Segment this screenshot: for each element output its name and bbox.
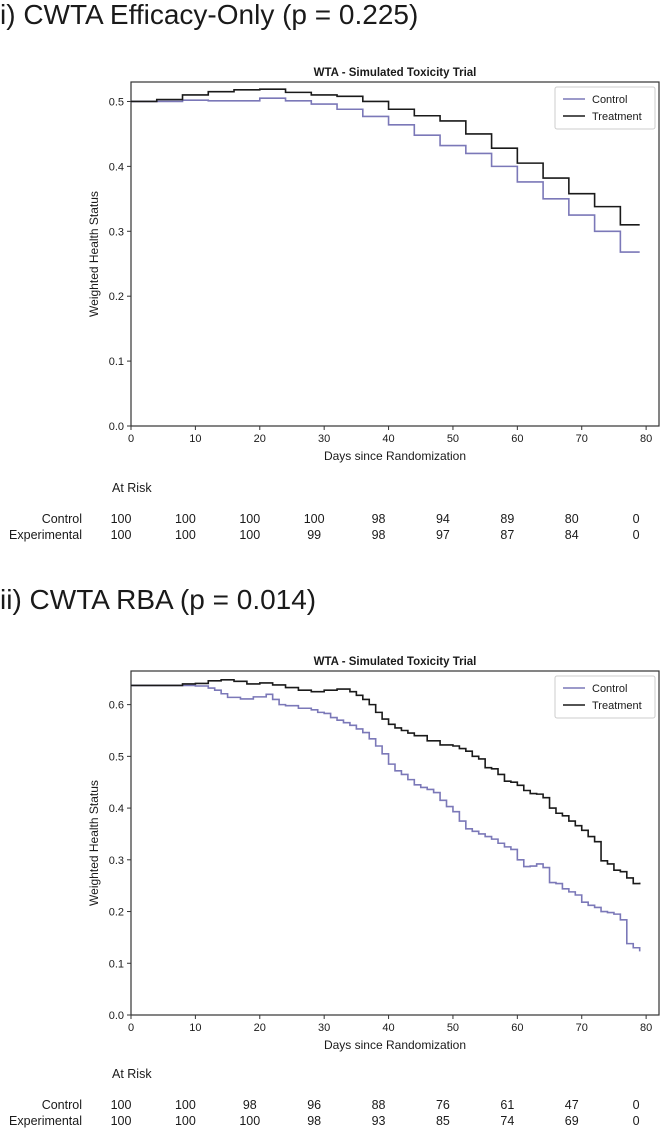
at-risk-value: 100 [174, 512, 196, 526]
chart-1-ytick-label: 0.0 [109, 421, 124, 433]
chart-1-title: WTA - Simulated Toxicity Trial [314, 67, 477, 79]
at-risk-value: 96 [307, 1098, 322, 1112]
at-risk-value: 97 [435, 528, 450, 542]
at-risk-row-label: Experimental [9, 528, 82, 542]
chart-2-xtick-label: 80 [640, 1022, 652, 1034]
at-risk-value: 47 [564, 1098, 579, 1112]
at-risk-value: 100 [303, 512, 325, 526]
chart-1-xtick-label: 40 [382, 433, 394, 445]
chart-2-ytick-label: 0.3 [109, 855, 124, 867]
at-risk-value: 61 [500, 1098, 515, 1112]
chart-2-ytick-label: 0.5 [109, 751, 124, 763]
chart-2-legend-label-treatment: Treatment [592, 700, 642, 712]
chart-2-series-treatment [131, 678, 641, 885]
at-risk-value: 98 [307, 1114, 322, 1128]
chart-2-legend [554, 675, 656, 719]
chart-2-ytick-label: 0.1 [109, 958, 124, 970]
at-risk-value: 0 [632, 528, 640, 542]
chart-2-xtick-label: 20 [254, 1022, 266, 1034]
chart-2-ylabel: Weighted Health Status [87, 780, 101, 906]
at-risk-value: 99 [307, 528, 322, 542]
at-risk-value: 100 [239, 1114, 261, 1128]
at-risk-value: 0 [632, 1114, 640, 1128]
at-risk-value: 85 [435, 1114, 450, 1128]
at-risk-value: 100 [110, 1114, 132, 1128]
at-risk-header: At Risk [112, 1067, 152, 1081]
at-risk-row-label: Control [41, 512, 82, 526]
chart-1-xtick-label: 70 [576, 433, 588, 445]
chart-1-xtick-label: 30 [318, 433, 330, 445]
at-risk-value: 100 [174, 528, 196, 542]
chart-2-xtick-label: 40 [382, 1022, 394, 1034]
chart-1-series-treatment [131, 88, 640, 226]
at-risk-value: 93 [371, 1114, 386, 1128]
at-risk-value: 100 [110, 512, 132, 526]
chart-1-ytick-label: 0.4 [109, 161, 124, 173]
chart-2-ytick-label: 0.2 [109, 907, 124, 919]
at-risk-row-label: Control [41, 1098, 82, 1112]
panel-2-title: ii) CWTA RBA (p = 0.014) [0, 584, 317, 615]
chart-1-ylabel: Weighted Health Status [87, 191, 101, 317]
at-risk-row-label: Experimental [9, 1114, 82, 1128]
chart-1-plot-frame [130, 81, 660, 427]
chart-2-ytick-label: 0.6 [109, 700, 124, 712]
at-risk-value: 98 [371, 528, 386, 542]
chart-2-xtick-label: 10 [189, 1022, 201, 1034]
chart-2-ytick-label: 0.4 [109, 803, 124, 815]
chart-1-ytick-label: 0.3 [109, 226, 124, 238]
at-risk-value: 74 [500, 1114, 515, 1128]
at-risk-header: At Risk [112, 481, 152, 495]
chart-2-legend-label-control: Control [592, 683, 627, 695]
chart-2-plot-frame [130, 670, 660, 1016]
at-risk-value: 0 [632, 1098, 640, 1112]
at-risk-value: 100 [174, 1114, 196, 1128]
at-risk-value: 100 [174, 1098, 196, 1112]
at-risk-value: 100 [239, 512, 261, 526]
chart-1-legend [554, 86, 656, 130]
at-risk-value: 89 [500, 512, 515, 526]
at-risk-value: 88 [371, 1098, 386, 1112]
chart-2-ytick-label: 0.0 [109, 1010, 124, 1022]
at-risk-value: 100 [239, 528, 261, 542]
at-risk-value: 87 [500, 528, 515, 542]
at-risk-value: 69 [564, 1114, 579, 1128]
at-risk-value: 100 [110, 528, 132, 542]
chart-1-xtick-label: 10 [189, 433, 201, 445]
at-risk-value: 98 [242, 1098, 257, 1112]
chart-1-legend-label-treatment: Treatment [592, 111, 642, 123]
chart-1-xtick-label: 80 [640, 433, 652, 445]
at-risk-value: 84 [564, 528, 579, 542]
chart-1-ytick-label: 0.5 [109, 96, 124, 108]
panel-1-title: i) CWTA Efficacy-Only (p = 0.225) [0, 0, 419, 30]
chart-2-series-control [131, 684, 641, 952]
chart-1-xtick-label: 60 [511, 433, 523, 445]
chart-2-xtick-label: 0 [128, 1022, 134, 1034]
chart-1: WTA - Simulated Toxicity Trial 0 10 20 30 40 5… [87, 67, 660, 463]
at-risk-value: 80 [564, 512, 579, 526]
at-risk-value: 76 [435, 1098, 450, 1112]
chart-2-xtick-label: 50 [447, 1022, 459, 1034]
chart-1-legend-label-control: Control [592, 94, 627, 106]
chart-1-xtick-label: 50 [447, 433, 459, 445]
at-risk-value: 0 [632, 512, 640, 526]
chart-1-xtick-label: 20 [254, 433, 266, 445]
chart-1-xlabel: Days since Randomization [324, 449, 466, 463]
chart-2-title: WTA - Simulated Toxicity Trial [314, 656, 477, 668]
at-risk-value: 98 [371, 512, 386, 526]
chart-2-xlabel: Days since Randomization [324, 1038, 466, 1052]
chart-1-xtick-label: 0 [128, 433, 134, 445]
chart-2-xtick-label: 60 [511, 1022, 523, 1034]
chart-1-ytick-label: 0.2 [109, 291, 124, 303]
chart-1-ytick-label: 0.1 [109, 356, 124, 368]
chart-2-xtick-label: 30 [318, 1022, 330, 1034]
at-risk-value: 100 [110, 1098, 132, 1112]
chart-2-xtick-label: 70 [576, 1022, 588, 1034]
chart-1-series-control [131, 97, 640, 253]
at-risk-value: 94 [435, 512, 450, 526]
